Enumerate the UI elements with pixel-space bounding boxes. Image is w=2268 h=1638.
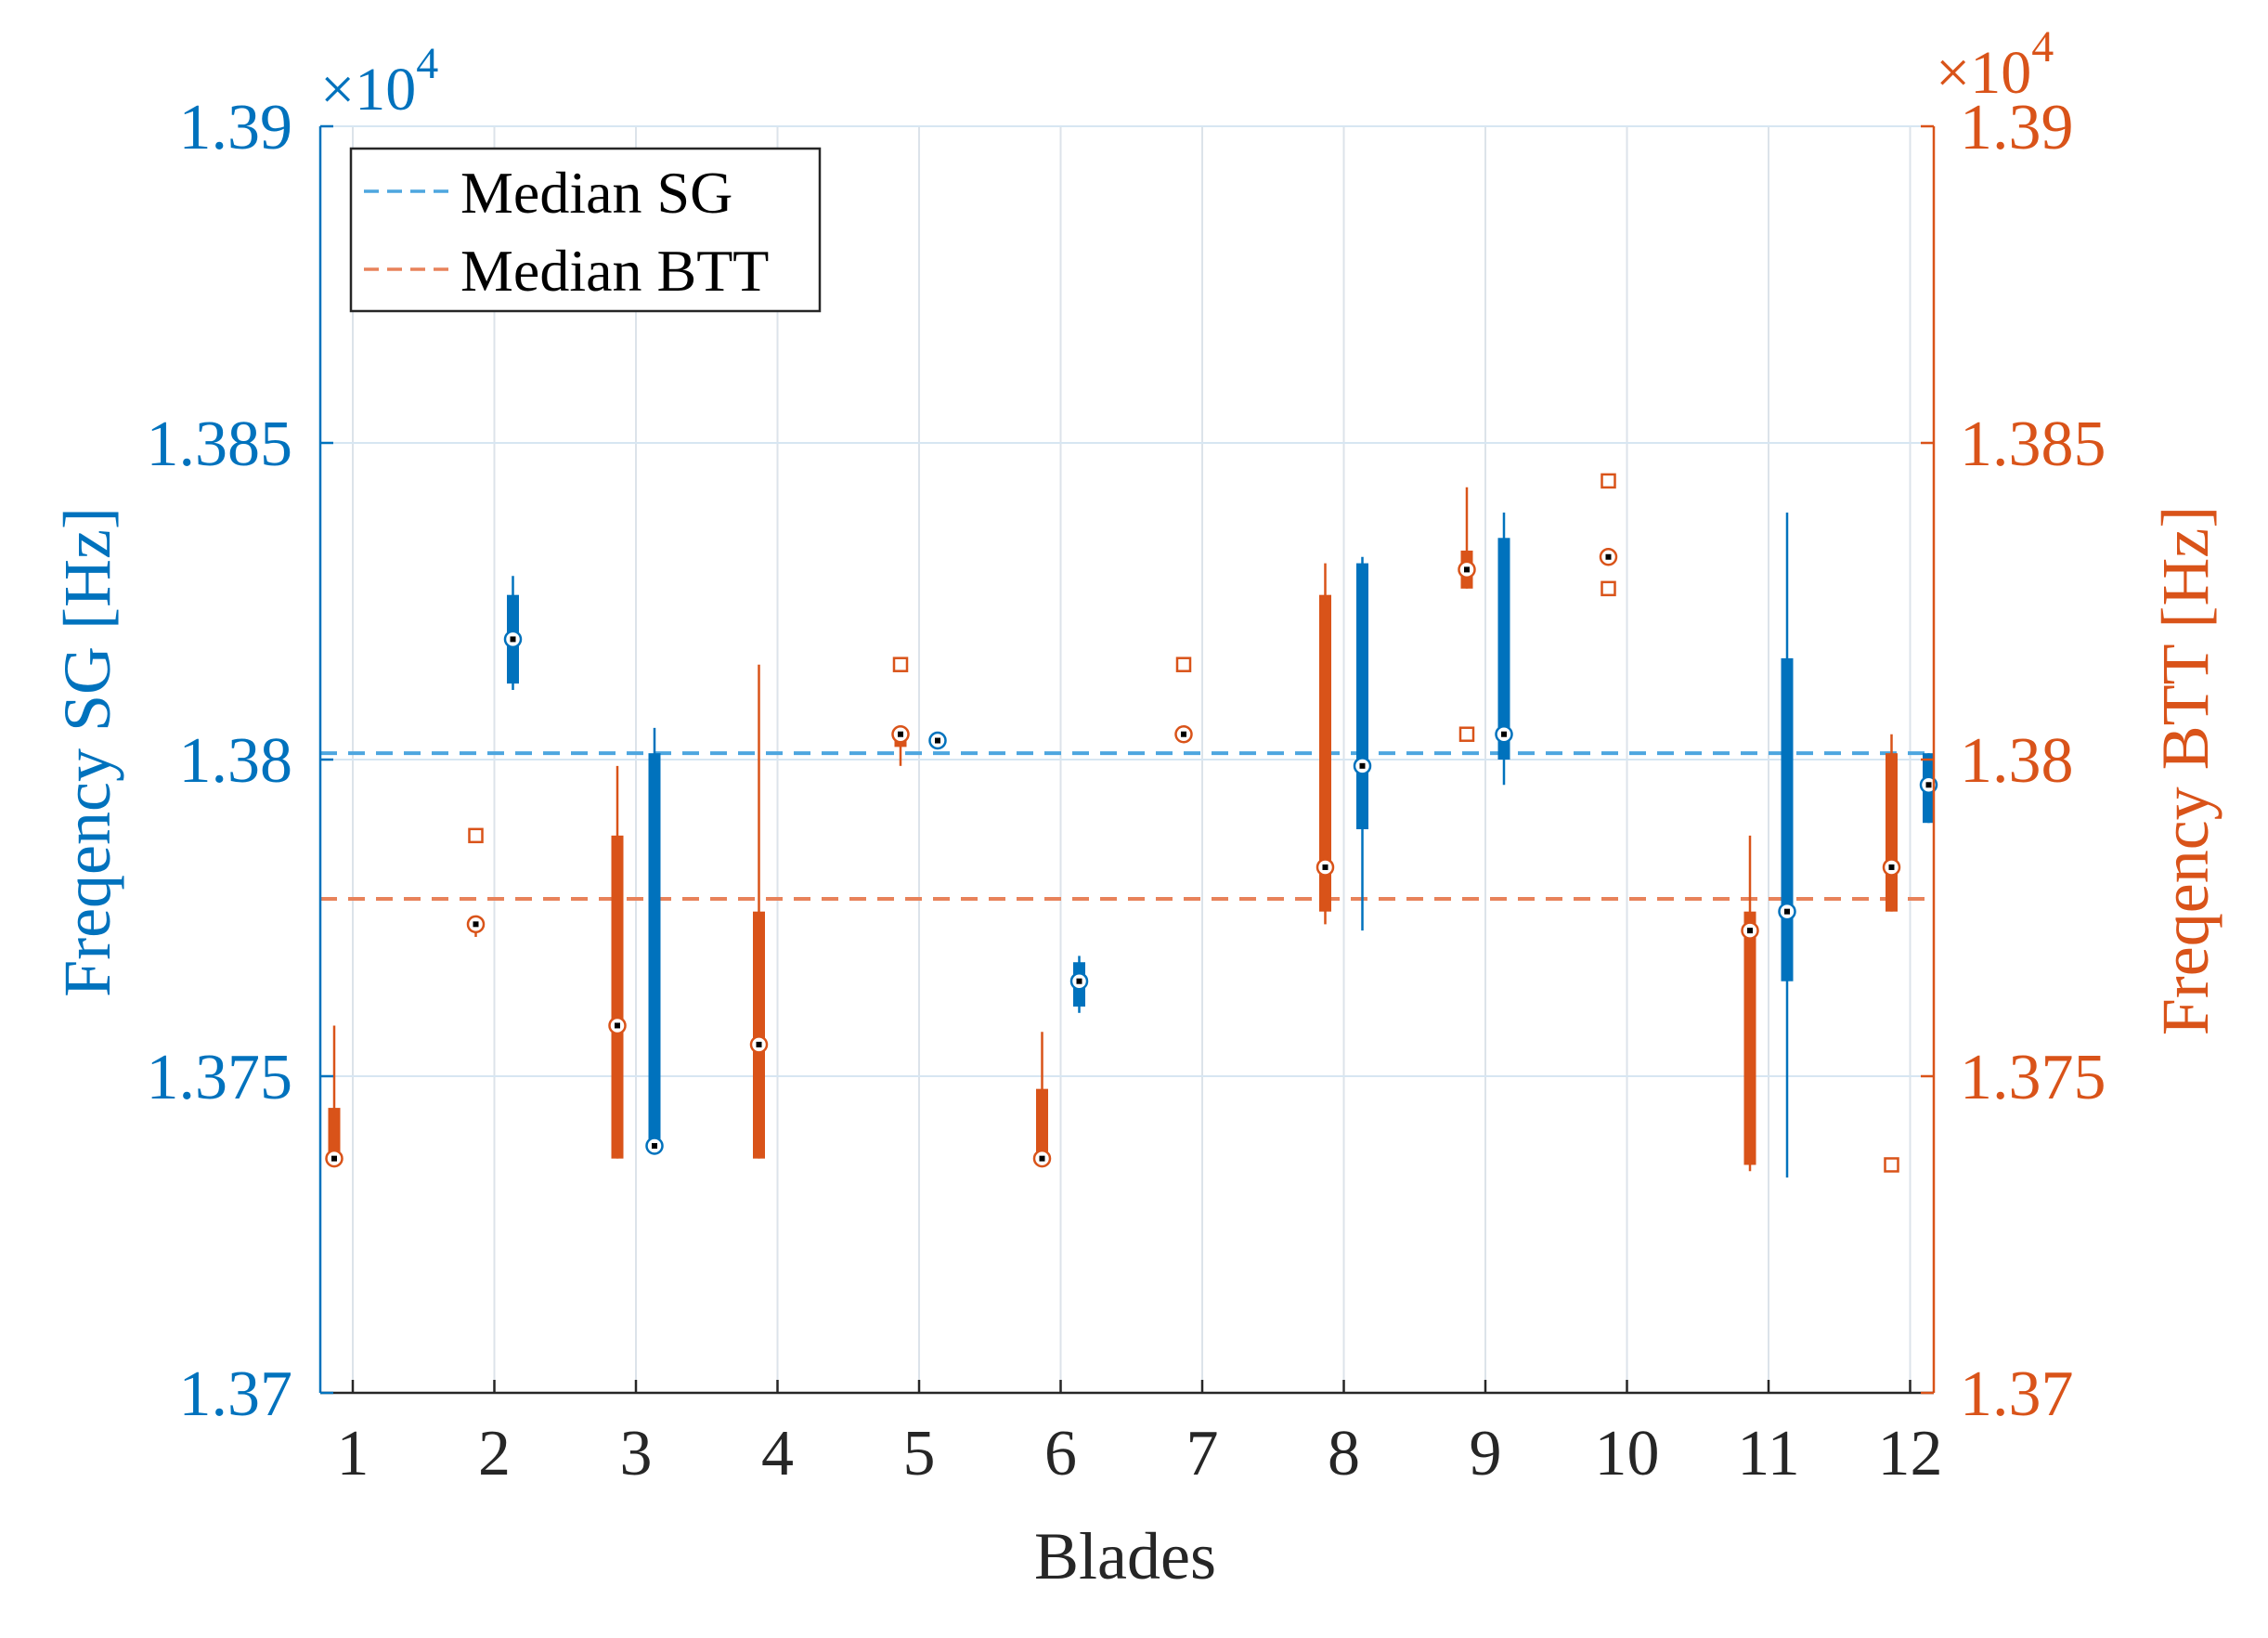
- x-tick-label: 5: [903, 1418, 936, 1489]
- outlier-btt: [1601, 580, 1616, 597]
- box-body-btt: [753, 911, 765, 1159]
- median-dot-sg: [652, 1143, 657, 1150]
- box-body-sg: [1497, 538, 1510, 760]
- outlier-btt: [1601, 473, 1616, 489]
- outlier-btt: [892, 656, 909, 672]
- median-dot-sg: [1359, 762, 1366, 769]
- median-dot-sg: [1784, 908, 1790, 915]
- y-left-tick-label: 1.375: [147, 1042, 293, 1113]
- y-left-tick-label: 1.38: [179, 725, 293, 797]
- box-btt-blade-4: [749, 664, 769, 1159]
- box-sg-blade-5: [928, 731, 947, 750]
- y-right-tick-label: 1.37: [1960, 1358, 2074, 1430]
- outlier-btt: [1884, 1157, 1899, 1173]
- median-dot-btt: [331, 1155, 337, 1162]
- median-dot-sg: [1925, 782, 1932, 788]
- box-btt-blade-5: [891, 656, 910, 766]
- box-body-sg: [648, 753, 661, 1147]
- box-btt-blade-11: [1741, 835, 1759, 1172]
- y-left-axis-label: Freqency SG [Hz]: [50, 507, 124, 997]
- y-left-multiplier-base: ×10: [320, 56, 416, 124]
- x-axis-label: Blades: [1034, 1519, 1216, 1593]
- legend-box: [349, 147, 822, 313]
- outlier-btt: [1175, 656, 1192, 672]
- median-dot-btt: [1888, 864, 1895, 870]
- x-tick-label: 2: [478, 1418, 511, 1489]
- legend-label-sg: Median SG: [460, 160, 732, 226]
- y-right-multiplier: ×104: [1936, 22, 2054, 107]
- legend: Median SG Median BTT: [349, 147, 822, 313]
- box-sg-blade-11: [1778, 513, 1796, 1178]
- median-dot-btt: [898, 731, 903, 737]
- box-series: [325, 473, 1938, 1178]
- box-btt-blade-8: [1315, 563, 1335, 925]
- box-body-btt: [1743, 911, 1756, 1165]
- y-right-tick-label: 1.375: [1960, 1042, 2106, 1113]
- y-right-multiplier-base: ×10: [1936, 39, 2031, 107]
- median-dot-sg: [935, 737, 940, 744]
- box-body-btt: [1886, 753, 1898, 912]
- box-btt-blade-9: [1458, 487, 1476, 742]
- median-lines: [320, 751, 1934, 902]
- y-right-multiplier-exponent: 4: [2031, 22, 2054, 72]
- y-left-multiplier-exponent: 4: [416, 39, 438, 88]
- y-right-axis-label: Freqency BTT [Hz]: [2148, 506, 2223, 1035]
- axes: 1.37 1.375 1.38 1.385 1.39 1.37 1.375 1.38 1.385…: [147, 92, 2106, 1489]
- median-dot-btt: [756, 1041, 762, 1047]
- median-dot-sg: [510, 636, 516, 643]
- median-dot-btt: [1039, 1155, 1045, 1162]
- box-btt-blade-1: [325, 1025, 343, 1168]
- legend-label-btt: Median BTT: [460, 238, 769, 304]
- box-sg-blade-2: [503, 576, 523, 690]
- x-tick-label: 4: [761, 1418, 794, 1489]
- y-left-multiplier: ×104: [320, 39, 438, 124]
- y-left-tick-label: 1.39: [179, 92, 293, 163]
- median-dot-btt: [615, 1022, 620, 1029]
- median-dot-btt: [1747, 928, 1753, 934]
- y-right-tick-label: 1.39: [1960, 92, 2074, 163]
- box-sg-blade-6: [1069, 956, 1089, 1013]
- median-dot-btt: [1322, 864, 1328, 870]
- box-btt-blade-6: [1032, 1032, 1052, 1168]
- outlier-btt: [1458, 726, 1475, 742]
- y-right-tick-label: 1.385: [1960, 409, 2106, 480]
- x-tick-label: 6: [1044, 1418, 1077, 1489]
- median-dot-btt: [473, 921, 479, 928]
- box-body-sg: [1356, 563, 1368, 830]
- x-tick-label: 9: [1470, 1418, 1502, 1489]
- x-tick-label: 7: [1186, 1418, 1219, 1489]
- box-body-btt: [328, 1108, 341, 1159]
- box-body-btt: [1036, 1088, 1048, 1159]
- median-dot-sg: [1501, 731, 1507, 737]
- box-sg-blade-9: [1495, 513, 1513, 786]
- x-tick-label: 1: [337, 1418, 369, 1489]
- box-btt-blade-2: [466, 827, 486, 937]
- box-btt-blade-3: [608, 765, 627, 1159]
- median-dot-btt: [1181, 731, 1186, 737]
- x-tick-label: 10: [1595, 1418, 1660, 1489]
- x-tick-label: 3: [620, 1418, 653, 1489]
- y-left-tick-label: 1.385: [147, 409, 293, 480]
- box-body-btt: [611, 835, 624, 1159]
- box-sg-blade-8: [1353, 556, 1372, 931]
- outlier-btt: [468, 827, 484, 844]
- median-dot-btt: [1464, 566, 1470, 573]
- x-tick-label: 11: [1737, 1418, 1799, 1489]
- box-btt-blade-12: [1882, 734, 1901, 1173]
- box-body-btt: [1319, 594, 1331, 912]
- y-left-tick-label: 1.37: [179, 1358, 293, 1430]
- box-btt-blade-7: [1174, 656, 1193, 744]
- median-dot-sg: [1076, 978, 1082, 984]
- box-btt-blade-10: [1599, 473, 1618, 597]
- grid: [320, 125, 1934, 1394]
- x-tick-label: 8: [1328, 1418, 1360, 1489]
- box-sg-blade-3: [645, 727, 664, 1155]
- x-tick-label: 12: [1878, 1418, 1943, 1489]
- box-body-sg: [1781, 657, 1794, 982]
- median-dot-btt: [1605, 553, 1612, 560]
- y-right-tick-label: 1.38: [1960, 725, 2074, 797]
